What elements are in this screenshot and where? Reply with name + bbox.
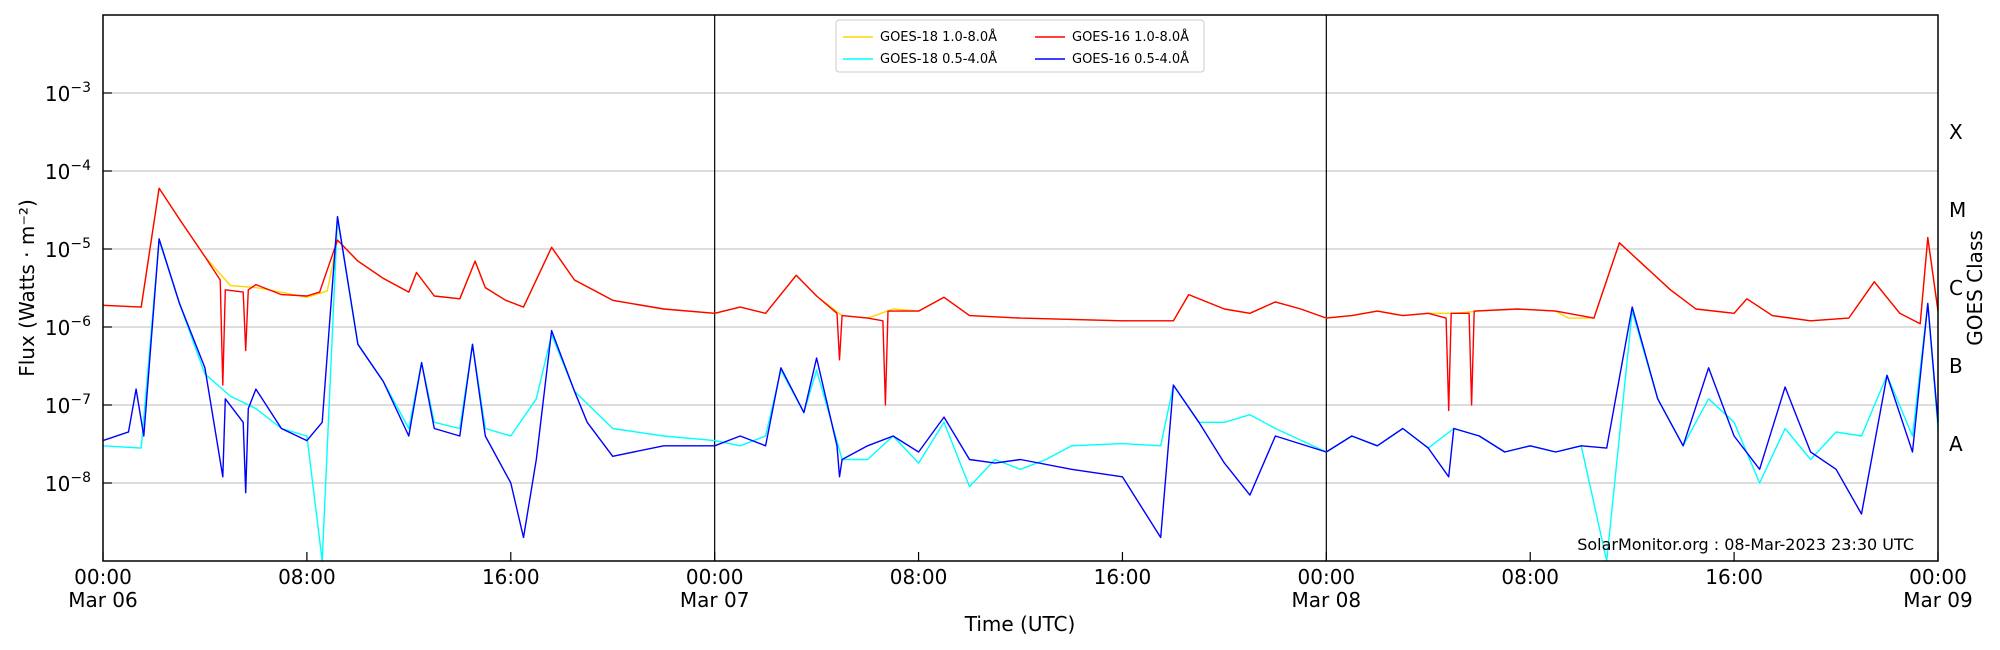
plot-frame (102, 14, 1939, 562)
y-tick-label: 10−5 (45, 236, 91, 262)
day-boundary-lines (714, 15, 1327, 561)
y-tick-label: 10−3 (45, 80, 91, 106)
legend-label-goes18-long: GOES-18 1.0-8.0Å (880, 29, 997, 45)
goes-class-label: B (1949, 354, 1963, 378)
y-axis-ticks: 10−8 10−7 10−6 10−5 10−4 10−3 (45, 80, 112, 496)
x-tick-time-label: 00:00 (74, 565, 132, 589)
y-tick-label: 10−7 (45, 392, 91, 418)
legend-label-goes18-short: GOES-18 0.5-4.0Å (880, 51, 997, 67)
y-tick-label: 10−8 (45, 470, 91, 496)
series-line-1 (102, 217, 1939, 562)
x-tick-time-label: 00:00 (686, 565, 744, 589)
x-tick-time-label: 16:00 (482, 565, 540, 589)
x-tick-time-label: 00:00 (1298, 565, 1356, 589)
goes-class-label: X (1949, 120, 1963, 144)
series-line-3 (102, 215, 1939, 539)
x-tick-time-label: 08:00 (1501, 565, 1559, 589)
series-lines (102, 187, 1939, 562)
y2-axis-title: GOES Class (1963, 230, 1987, 346)
legend-label-goes16-short: GOES-16 0.5-4.0Å (1072, 51, 1189, 67)
legend-label-goes16-long: GOES-16 1.0-8.0Å (1072, 29, 1189, 45)
grid-lines (103, 92, 1938, 484)
goes-class-labels: A B C M X (1949, 120, 1966, 456)
goes-class-label: M (1949, 198, 1966, 222)
goes-class-label: A (1949, 432, 1963, 456)
legend: GOES-18 1.0-8.0Å GOES-18 0.5-4.0Å GOES-1… (835, 19, 1205, 73)
x-tick-time-label: 00:00 (1909, 565, 1967, 589)
x-tick-date-label: Mar 08 (1292, 588, 1362, 612)
y-axis-title: Flux (Watts · m⁻²) (15, 199, 39, 377)
y-tick-label: 10−4 (45, 158, 91, 184)
legend-box (835, 19, 1205, 73)
x-tick-time-label: 08:00 (890, 565, 948, 589)
x-tick-date-label: Mar 07 (680, 588, 750, 612)
x-tick-time-label: 08:00 (278, 565, 336, 589)
x-tick-time-label: 16:00 (1094, 565, 1152, 589)
x-tick-time-label: 16:00 (1705, 565, 1763, 589)
x-axis-title: Time (UTC) (964, 612, 1076, 636)
x-tick-date-label: Mar 06 (68, 588, 138, 612)
goes-class-label: C (1949, 276, 1963, 300)
credit-text: SolarMonitor.org : 08-Mar-2023 23:30 UTC (1577, 535, 1914, 554)
x-tick-date-label: Mar 09 (1903, 588, 1973, 612)
series-line-2 (102, 187, 1939, 412)
series-line-0 (102, 187, 1939, 325)
y-tick-label: 10−6 (45, 314, 91, 340)
